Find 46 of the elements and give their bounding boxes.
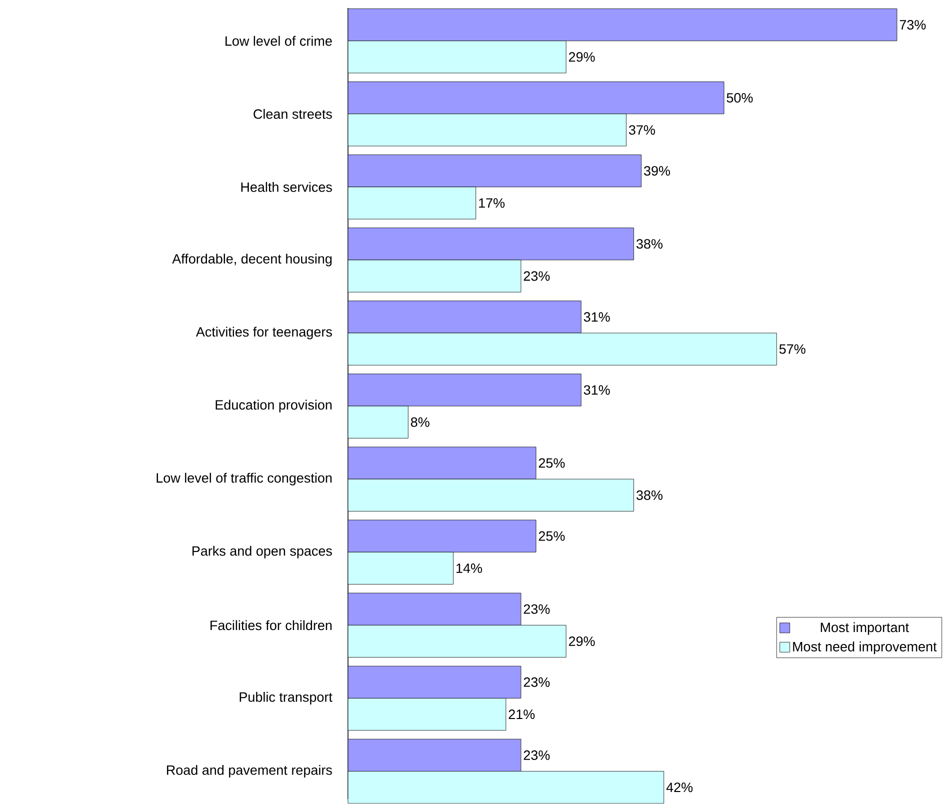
data-label: 38% — [636, 239, 662, 249]
data-label: 23% — [524, 750, 550, 760]
bar — [348, 40, 566, 74]
y-tick-label: Road and pavement repairs — [166, 765, 332, 778]
data-label: 14% — [456, 564, 482, 574]
data-label: 23% — [524, 271, 550, 282]
y-tick-label: Facilities for children — [210, 620, 332, 630]
data-label: 29% — [568, 52, 595, 62]
data-label: 21% — [508, 710, 535, 720]
bar — [348, 406, 408, 439]
data-label: 50% — [726, 93, 753, 103]
y-tick-label: Parks and open spaces — [192, 546, 332, 559]
data-label: 17% — [479, 198, 505, 208]
data-label: 42% — [666, 782, 693, 792]
data-label: 31% — [584, 312, 610, 322]
data-label: 29% — [568, 636, 595, 646]
y-tick-label: Low level of crime — [226, 36, 332, 46]
data-label: 73% — [900, 20, 926, 30]
bar — [348, 479, 634, 512]
y-tick-label: Affordable, decent housing — [172, 254, 332, 266]
bar — [348, 625, 566, 658]
data-label: 25% — [538, 531, 565, 542]
bar — [348, 333, 777, 366]
data-label: 8% — [410, 418, 430, 428]
data-label: 57% — [779, 344, 806, 354]
data-label: 38% — [636, 490, 662, 500]
y-tick-label: Clean streets — [254, 109, 332, 120]
bar — [348, 771, 664, 804]
y-tick-label: Low level of traffic congestion — [156, 473, 332, 486]
data-label: 25% — [538, 458, 565, 468]
data-label: 39% — [644, 166, 670, 176]
legend-label: Most important — [820, 622, 909, 636]
bar — [348, 698, 506, 731]
bar — [348, 260, 522, 293]
bar — [348, 114, 626, 146]
data-label: 23% — [524, 678, 550, 688]
data-label: 31% — [584, 385, 610, 395]
legend-label: Most need improvement — [793, 642, 937, 654]
y-tick-label: Education provision — [216, 400, 332, 413]
bar — [348, 552, 454, 585]
y-tick-label: Activities for teenagers — [196, 326, 332, 340]
y-tick-label: Public transport — [240, 692, 332, 705]
y-tick-label: Health services — [241, 182, 332, 192]
bar — [348, 186, 476, 220]
data-label: 37% — [628, 125, 655, 135]
data-label: 23% — [524, 604, 550, 614]
